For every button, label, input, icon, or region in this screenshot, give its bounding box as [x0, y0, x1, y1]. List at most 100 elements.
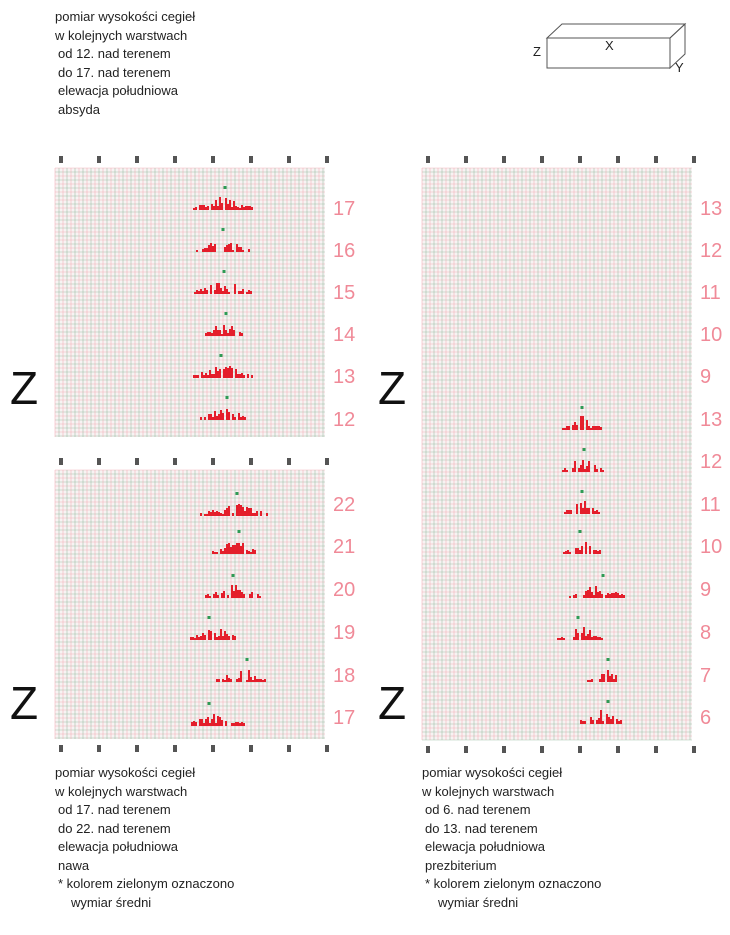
scale-tick — [173, 156, 177, 163]
histogram-bar — [238, 413, 240, 420]
histogram-bar — [230, 243, 232, 252]
histogram-bar — [238, 543, 240, 554]
histogram-bar — [258, 679, 260, 682]
histogram-bar — [241, 592, 243, 598]
histogram-bar — [196, 250, 198, 252]
histogram-bar — [242, 289, 244, 294]
level-label: 14 — [333, 324, 356, 346]
histogram — [569, 574, 625, 598]
histogram-bar — [259, 596, 261, 598]
histogram — [200, 492, 268, 516]
histogram-bar — [611, 593, 613, 598]
histogram-bar — [256, 511, 258, 516]
histogram-bar — [243, 207, 245, 210]
histogram-bar — [566, 426, 568, 430]
mean-marker — [237, 530, 241, 533]
histogram-bar — [620, 720, 622, 724]
histogram-bar — [205, 595, 207, 598]
scale-tick — [692, 156, 696, 163]
histogram-bar — [223, 591, 225, 598]
histogram-bar — [250, 291, 252, 294]
histogram-bar — [225, 721, 227, 726]
measurement-grid — [421, 156, 696, 753]
histogram-bar — [582, 460, 584, 472]
caption-line: do 22. nad terenem — [58, 820, 171, 836]
histogram-bar — [580, 465, 582, 472]
histogram-bar — [231, 326, 233, 336]
histogram-bar — [224, 631, 226, 640]
histogram — [562, 406, 602, 430]
scale-tick — [287, 156, 291, 163]
histogram-bar — [590, 717, 592, 724]
histogram-bar — [229, 200, 231, 210]
level-label: 9 — [700, 579, 712, 601]
histogram-bar — [599, 591, 601, 598]
histogram-bar — [212, 417, 214, 420]
scale-tick — [692, 746, 696, 753]
scale-tick — [97, 458, 101, 465]
histogram-bar — [226, 289, 228, 294]
histogram-bar — [591, 592, 593, 598]
scale-tick — [654, 746, 658, 753]
histogram-bar — [246, 292, 248, 294]
big-z-label: Z — [10, 362, 39, 414]
histogram-bar — [203, 723, 205, 726]
histogram-bar — [209, 596, 211, 598]
histogram-bar — [198, 291, 200, 294]
histogram-bar — [208, 414, 210, 420]
histogram-bar — [246, 550, 248, 554]
histogram-bar — [194, 292, 196, 294]
mean-marker — [606, 658, 610, 661]
histogram-bar — [593, 550, 595, 554]
histogram-bar — [206, 514, 208, 516]
histogram-bar — [207, 206, 209, 210]
caption-line: pomiar wysokości cegieł — [55, 765, 196, 780]
histogram-bar — [198, 637, 200, 640]
axis-label-x: X — [605, 38, 614, 53]
histogram-bar — [196, 290, 198, 294]
histogram-bar — [591, 637, 593, 640]
histogram-bar — [210, 243, 212, 252]
histogram-bar — [205, 333, 207, 336]
histogram-bar — [601, 674, 603, 682]
histogram-bar — [574, 461, 576, 472]
histogram-bar — [245, 206, 247, 210]
mean-marker — [223, 186, 227, 189]
histogram-bar — [587, 680, 589, 682]
histogram-bar — [237, 374, 239, 378]
histogram-bar — [260, 679, 262, 682]
level-label: 20 — [333, 579, 356, 601]
histogram-bar — [242, 416, 244, 420]
histogram-bar — [234, 636, 236, 640]
histogram-bar — [595, 550, 597, 554]
histogram-bar — [572, 425, 574, 430]
histogram-bar — [566, 470, 568, 472]
caption-line: absyda — [58, 101, 100, 117]
scale-tick — [426, 746, 430, 753]
histogram-bar — [226, 245, 228, 252]
mean-marker — [578, 530, 582, 533]
histogram-bar — [600, 468, 602, 472]
histogram-bar — [615, 592, 617, 598]
histogram — [564, 490, 600, 514]
scale-tick — [59, 156, 63, 163]
histogram-bar — [228, 506, 230, 516]
histogram-bar — [585, 542, 587, 554]
histogram-bar — [586, 508, 588, 514]
histogram-bar — [256, 679, 258, 682]
note-line: wymiar średni — [71, 894, 152, 910]
histogram-bar — [238, 247, 240, 252]
histogram-bar — [588, 461, 590, 472]
mean-marker — [601, 574, 605, 577]
mean-marker — [219, 354, 223, 357]
histogram-bar — [229, 366, 231, 378]
scale-tick — [464, 156, 468, 163]
histogram-bar — [616, 719, 618, 724]
histogram-bar — [214, 290, 216, 294]
level-label: 7 — [700, 665, 712, 687]
histogram-bar — [202, 633, 204, 640]
histogram-bar — [228, 543, 230, 554]
histogram-bar — [199, 205, 201, 210]
histogram-bar — [232, 414, 234, 420]
histogram-bar — [607, 593, 609, 598]
